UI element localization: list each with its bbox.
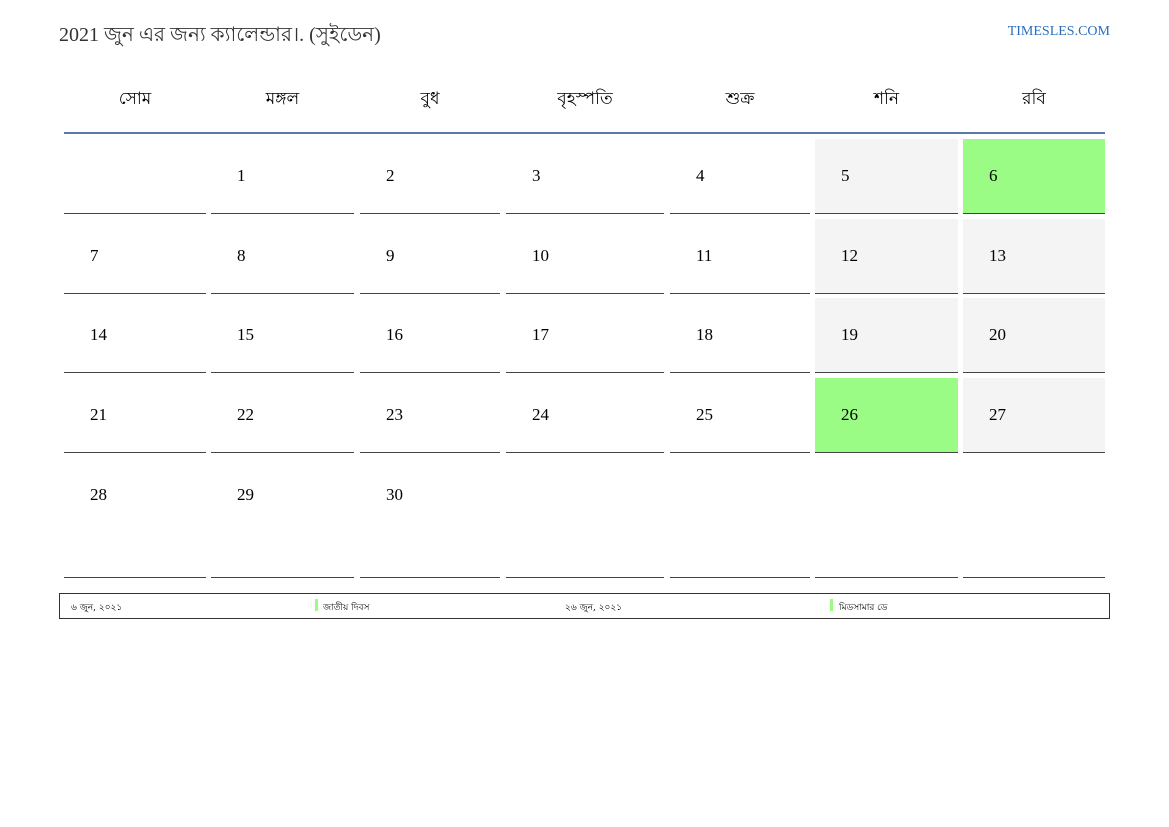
day-cell: 20 — [963, 298, 1105, 373]
day-cell: 4 — [670, 139, 810, 214]
day-cell: 25 — [670, 378, 810, 453]
day-number: 25 — [696, 405, 713, 424]
day-cell: 12 — [815, 219, 958, 294]
day-cell: 23 — [360, 378, 500, 453]
day-number: 1 — [237, 166, 246, 185]
holiday-name: জাতীয় দিবস — [323, 603, 370, 613]
holiday-legend: ৬ জুন, ২০২১ জাতীয় দিবস ২৬ জুন, ২০২১ মিড… — [59, 593, 1110, 619]
site-link[interactable]: TIMESLES.COM — [1007, 24, 1110, 39]
day-cell: 9 — [360, 219, 500, 294]
day-cell: 15 — [211, 298, 354, 373]
day-number: 6 — [989, 166, 998, 185]
holiday-name: মিডসামার ডে — [839, 603, 888, 613]
day-cell: 26 — [815, 378, 958, 453]
day-cell — [963, 458, 1105, 578]
weekday-header: রবি — [1022, 89, 1046, 109]
day-cell: 6 — [963, 139, 1105, 214]
day-cell: 14 — [64, 298, 206, 373]
weekday-header: বুধ — [420, 89, 440, 109]
day-number: 16 — [386, 325, 403, 344]
day-cell: 28 — [64, 458, 206, 578]
day-cell: 30 — [360, 458, 500, 578]
day-number: 2 — [386, 166, 395, 185]
day-cell — [506, 458, 664, 578]
day-cell: 18 — [670, 298, 810, 373]
day-number: 26 — [841, 405, 858, 424]
day-number: 18 — [696, 325, 713, 344]
day-number: 29 — [237, 485, 254, 504]
day-cell: 17 — [506, 298, 664, 373]
day-cell: 10 — [506, 219, 664, 294]
holiday-date: ৬ জুন, ২০২১ — [71, 603, 123, 613]
day-cell: 11 — [670, 219, 810, 294]
weekday-header: শুক্র — [725, 89, 755, 109]
day-number: 13 — [989, 246, 1006, 265]
day-number: 22 — [237, 405, 254, 424]
weekday-header: বৃহস্পতি — [557, 89, 613, 109]
day-cell: 1 — [211, 139, 354, 214]
day-cell: 16 — [360, 298, 500, 373]
day-number: 24 — [532, 405, 549, 424]
day-number: 9 — [386, 246, 395, 265]
day-number: 27 — [989, 405, 1006, 424]
day-number: 20 — [989, 325, 1006, 344]
day-number: 4 — [696, 166, 705, 185]
day-cell: 7 — [64, 219, 206, 294]
day-number: 15 — [237, 325, 254, 344]
weekday-header: শনি — [873, 89, 900, 109]
day-cell — [64, 139, 206, 214]
day-cell: 13 — [963, 219, 1105, 294]
day-cell: 5 — [815, 139, 958, 214]
day-number: 3 — [532, 166, 541, 185]
day-number: 14 — [90, 325, 107, 344]
day-number: 10 — [532, 246, 549, 265]
day-number: 21 — [90, 405, 107, 424]
day-cell: 21 — [64, 378, 206, 453]
day-cell: 29 — [211, 458, 354, 578]
day-number: 28 — [90, 485, 107, 504]
day-cell — [670, 458, 810, 578]
holiday-marker — [315, 599, 318, 611]
day-cell: 19 — [815, 298, 958, 373]
day-cell: 3 — [506, 139, 664, 214]
day-number: 11 — [696, 246, 713, 265]
weekday-header: মঙ্গল — [265, 89, 300, 109]
day-number: 12 — [841, 246, 858, 265]
day-cell: 8 — [211, 219, 354, 294]
day-cell: 2 — [360, 139, 500, 214]
day-cell: 22 — [211, 378, 354, 453]
header-divider — [64, 132, 1105, 134]
holiday-marker — [830, 599, 833, 611]
day-number: 5 — [841, 166, 850, 185]
page-title: 2021 জুন এর জন্য ক্যালেন্ডার।. (সুইডেন) — [59, 24, 381, 46]
day-number: 30 — [386, 485, 403, 504]
day-cell: 27 — [963, 378, 1105, 453]
day-number: 17 — [532, 325, 549, 344]
day-number: 23 — [386, 405, 403, 424]
day-number: 7 — [90, 246, 99, 265]
weekday-header: সোম — [118, 89, 152, 109]
holiday-date: ২৬ জুন, ২০২১ — [565, 603, 623, 613]
day-number: 8 — [237, 246, 246, 265]
day-number: 19 — [841, 325, 858, 344]
day-cell — [815, 458, 958, 578]
day-cell: 24 — [506, 378, 664, 453]
